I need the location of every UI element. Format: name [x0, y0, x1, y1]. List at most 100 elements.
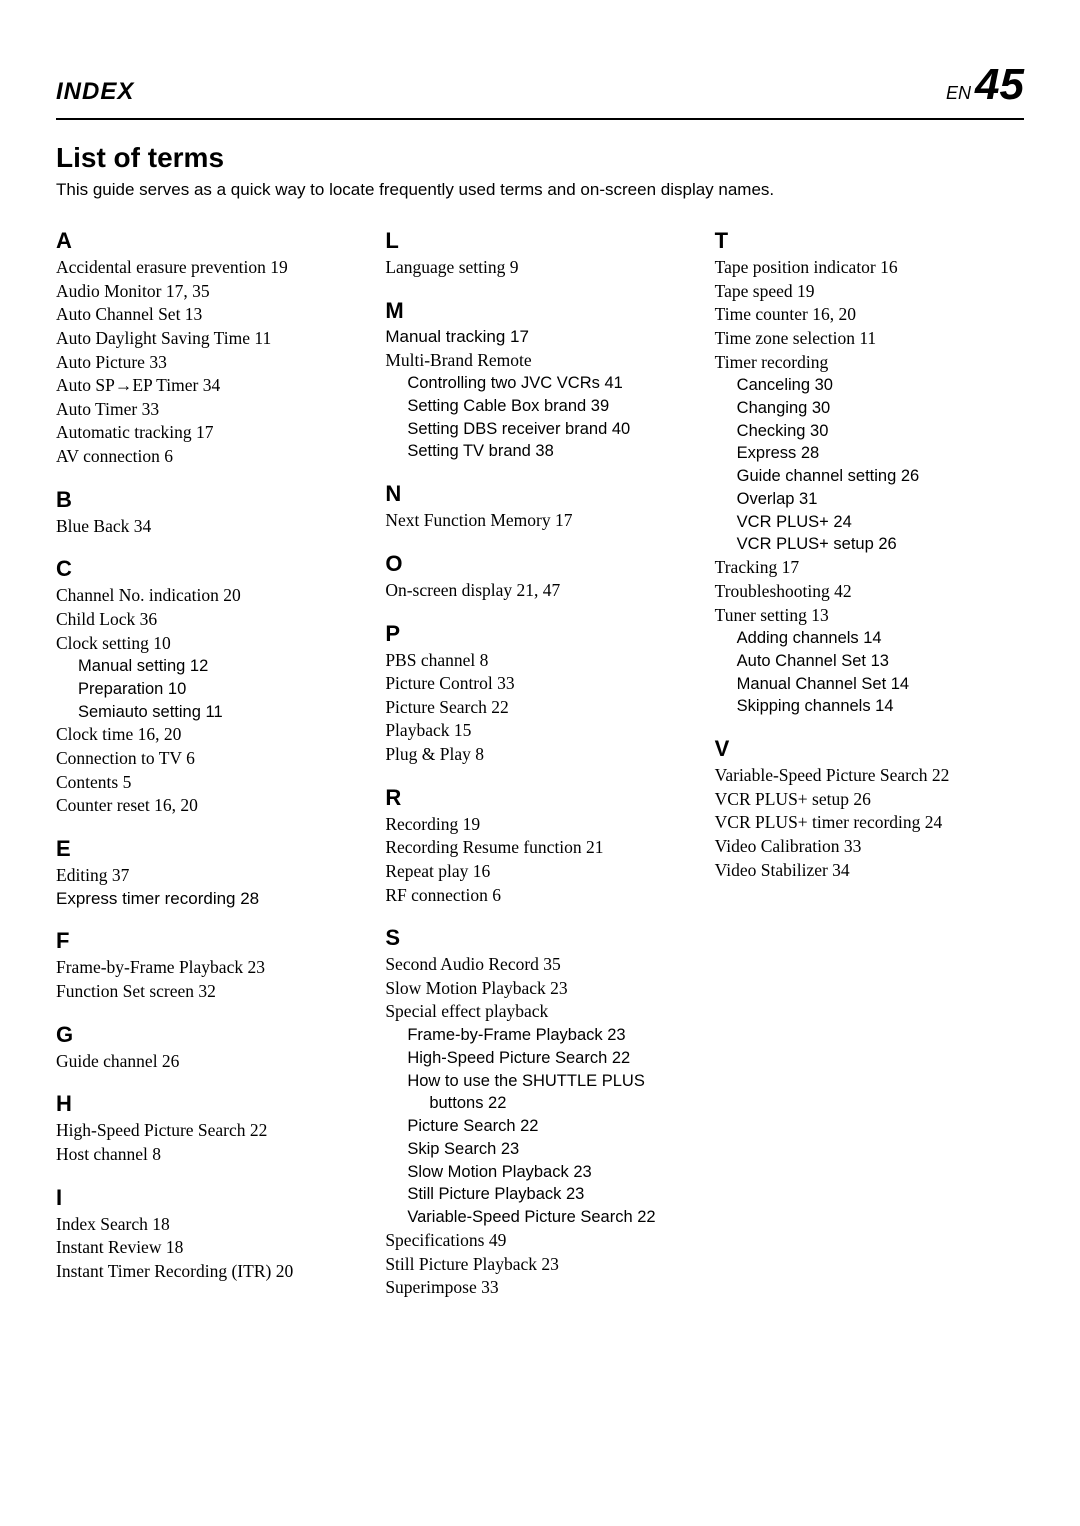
index-entry: Setting TV brand 38: [385, 440, 694, 463]
page-title: List of terms: [56, 142, 1024, 174]
index-entry: Semiauto setting 11: [56, 701, 365, 724]
index-entry: Express timer recording 28: [56, 888, 365, 911]
index-entry: Frame-by-Frame Playback 23: [56, 956, 365, 980]
index-letter: C: [56, 556, 365, 582]
index-letter: P: [385, 621, 694, 647]
index-entry: Multi-Brand Remote: [385, 349, 694, 373]
index-letter: R: [385, 785, 694, 811]
index-letter: M: [385, 298, 694, 324]
index-entry: Setting Cable Box brand 39: [385, 395, 694, 418]
index-entry: Recording Resume function 21: [385, 836, 694, 860]
index-entry: Plug & Play 8: [385, 743, 694, 767]
index-entry: Instant Timer Recording (ITR) 20: [56, 1260, 365, 1284]
index-entry: Controlling two JVC VCRs 41: [385, 372, 694, 395]
index-entry: Special effect playback: [385, 1000, 694, 1024]
index-entry: High-Speed Picture Search 22: [56, 1119, 365, 1143]
index-entry: Clock setting 10: [56, 632, 365, 656]
index-entry: Adding channels 14: [715, 627, 1024, 650]
index-letter: B: [56, 487, 365, 513]
index-entry: Counter reset 16, 20: [56, 794, 365, 818]
index-entry: VCR PLUS+ 24: [715, 511, 1024, 534]
index-entry: Next Function Memory 17: [385, 509, 694, 533]
index-entry: Host channel 8: [56, 1143, 365, 1167]
index-entry: Still Picture Playback 23: [385, 1183, 694, 1206]
index-entry: Time zone selection 11: [715, 327, 1024, 351]
index-entry: Index Search 18: [56, 1213, 365, 1237]
index-entry: Auto Channel Set 13: [56, 303, 365, 327]
index-entry: Skip Search 23: [385, 1138, 694, 1161]
index-entry: Time counter 16, 20: [715, 303, 1024, 327]
page-header: INDEX EN45: [56, 60, 1024, 120]
index-entry: Slow Motion Playback 23: [385, 1161, 694, 1184]
index-entry: Specifications 49: [385, 1229, 694, 1253]
index-entry: Blue Back 34: [56, 515, 365, 539]
index-entry: VCR PLUS+ timer recording 24: [715, 811, 1024, 835]
index-entry: High-Speed Picture Search 22: [385, 1047, 694, 1070]
index-letter: A: [56, 228, 365, 254]
index-entry: On-screen display 21, 47: [385, 579, 694, 603]
index-letter: L: [385, 228, 694, 254]
index-letter: E: [56, 836, 365, 862]
index-letter: F: [56, 928, 365, 954]
index-entry: Guide channel setting 26: [715, 465, 1024, 488]
index-entry: Still Picture Playback 23: [385, 1253, 694, 1277]
index-entry: Auto Channel Set 13: [715, 650, 1024, 673]
index-entry: AV connection 6: [56, 445, 365, 469]
index-entry: How to use the SHUTTLE PLUS: [385, 1070, 694, 1093]
index-entry: Guide channel 26: [56, 1050, 365, 1074]
index-letter: T: [715, 228, 1024, 254]
index-column: LLanguage setting 9 MManual tracking 17Mu…: [385, 228, 694, 1300]
index-entry: Second Audio Record 35: [385, 953, 694, 977]
page-subtitle: This guide serves as a quick way to loca…: [56, 180, 1024, 200]
index-entry: Express 28: [715, 442, 1024, 465]
index-entry: Repeat play 16: [385, 860, 694, 884]
index-entry: Canceling 30: [715, 374, 1024, 397]
index-entry: Child Lock 36: [56, 608, 365, 632]
index-entry: Audio Monitor 17, 35: [56, 280, 365, 304]
index-entry: Tuner setting 13: [715, 604, 1024, 628]
index-entry: Function Set screen 32: [56, 980, 365, 1004]
index-entry: Variable-Speed Picture Search 22: [385, 1206, 694, 1229]
index-entry: Slow Motion Playback 23: [385, 977, 694, 1001]
index-entry: Auto Timer 33: [56, 398, 365, 422]
index-entry: Auto Picture 33: [56, 351, 365, 375]
index-letter: I: [56, 1185, 365, 1211]
index-entry: Manual setting 12: [56, 655, 365, 678]
header-page: EN45: [946, 60, 1024, 110]
index-entry: Clock time 16, 20: [56, 723, 365, 747]
index-entry: Video Stabilizer 34: [715, 859, 1024, 883]
index-entry: VCR PLUS+ setup 26: [715, 533, 1024, 556]
index-letter: H: [56, 1091, 365, 1117]
index-columns: AAccidental erasure prevention 19Audio M…: [56, 228, 1024, 1300]
index-entry: Overlap 31: [715, 488, 1024, 511]
index-column: AAccidental erasure prevention 19Audio M…: [56, 228, 365, 1300]
index-entry: Picture Search 22: [385, 1115, 694, 1138]
index-entry: VCR PLUS+ setup 26: [715, 788, 1024, 812]
index-entry: Picture Search 22: [385, 696, 694, 720]
index-entry: Language setting 9: [385, 256, 694, 280]
index-entry: Editing 37: [56, 864, 365, 888]
index-entry: Manual Channel Set 14: [715, 673, 1024, 696]
index-entry: Tape position indicator 16: [715, 256, 1024, 280]
index-entry: buttons 22: [385, 1092, 694, 1115]
index-entry: Superimpose 33: [385, 1276, 694, 1300]
index-entry: Auto SP→EP Timer 34: [56, 374, 365, 398]
index-entry: Tape speed 19: [715, 280, 1024, 304]
index-entry: Preparation 10: [56, 678, 365, 701]
index-entry: Manual tracking 17: [385, 326, 694, 349]
header-label: INDEX: [56, 78, 134, 106]
index-entry: Recording 19: [385, 813, 694, 837]
index-entry: Automatic tracking 17: [56, 421, 365, 445]
index-entry: Tracking 17: [715, 556, 1024, 580]
index-entry: RF connection 6: [385, 884, 694, 908]
index-entry: Timer recording: [715, 351, 1024, 375]
index-entry: Setting DBS receiver brand 40: [385, 418, 694, 441]
index-entry: PBS channel 8: [385, 649, 694, 673]
index-entry: Changing 30: [715, 397, 1024, 420]
index-letter: N: [385, 481, 694, 507]
index-entry: Connection to TV 6: [56, 747, 365, 771]
index-column: TTape position indicator 16Tape speed 19…: [715, 228, 1024, 1300]
index-entry: Auto Daylight Saving Time 11: [56, 327, 365, 351]
index-entry: Checking 30: [715, 420, 1024, 443]
index-entry: Skipping channels 14: [715, 695, 1024, 718]
